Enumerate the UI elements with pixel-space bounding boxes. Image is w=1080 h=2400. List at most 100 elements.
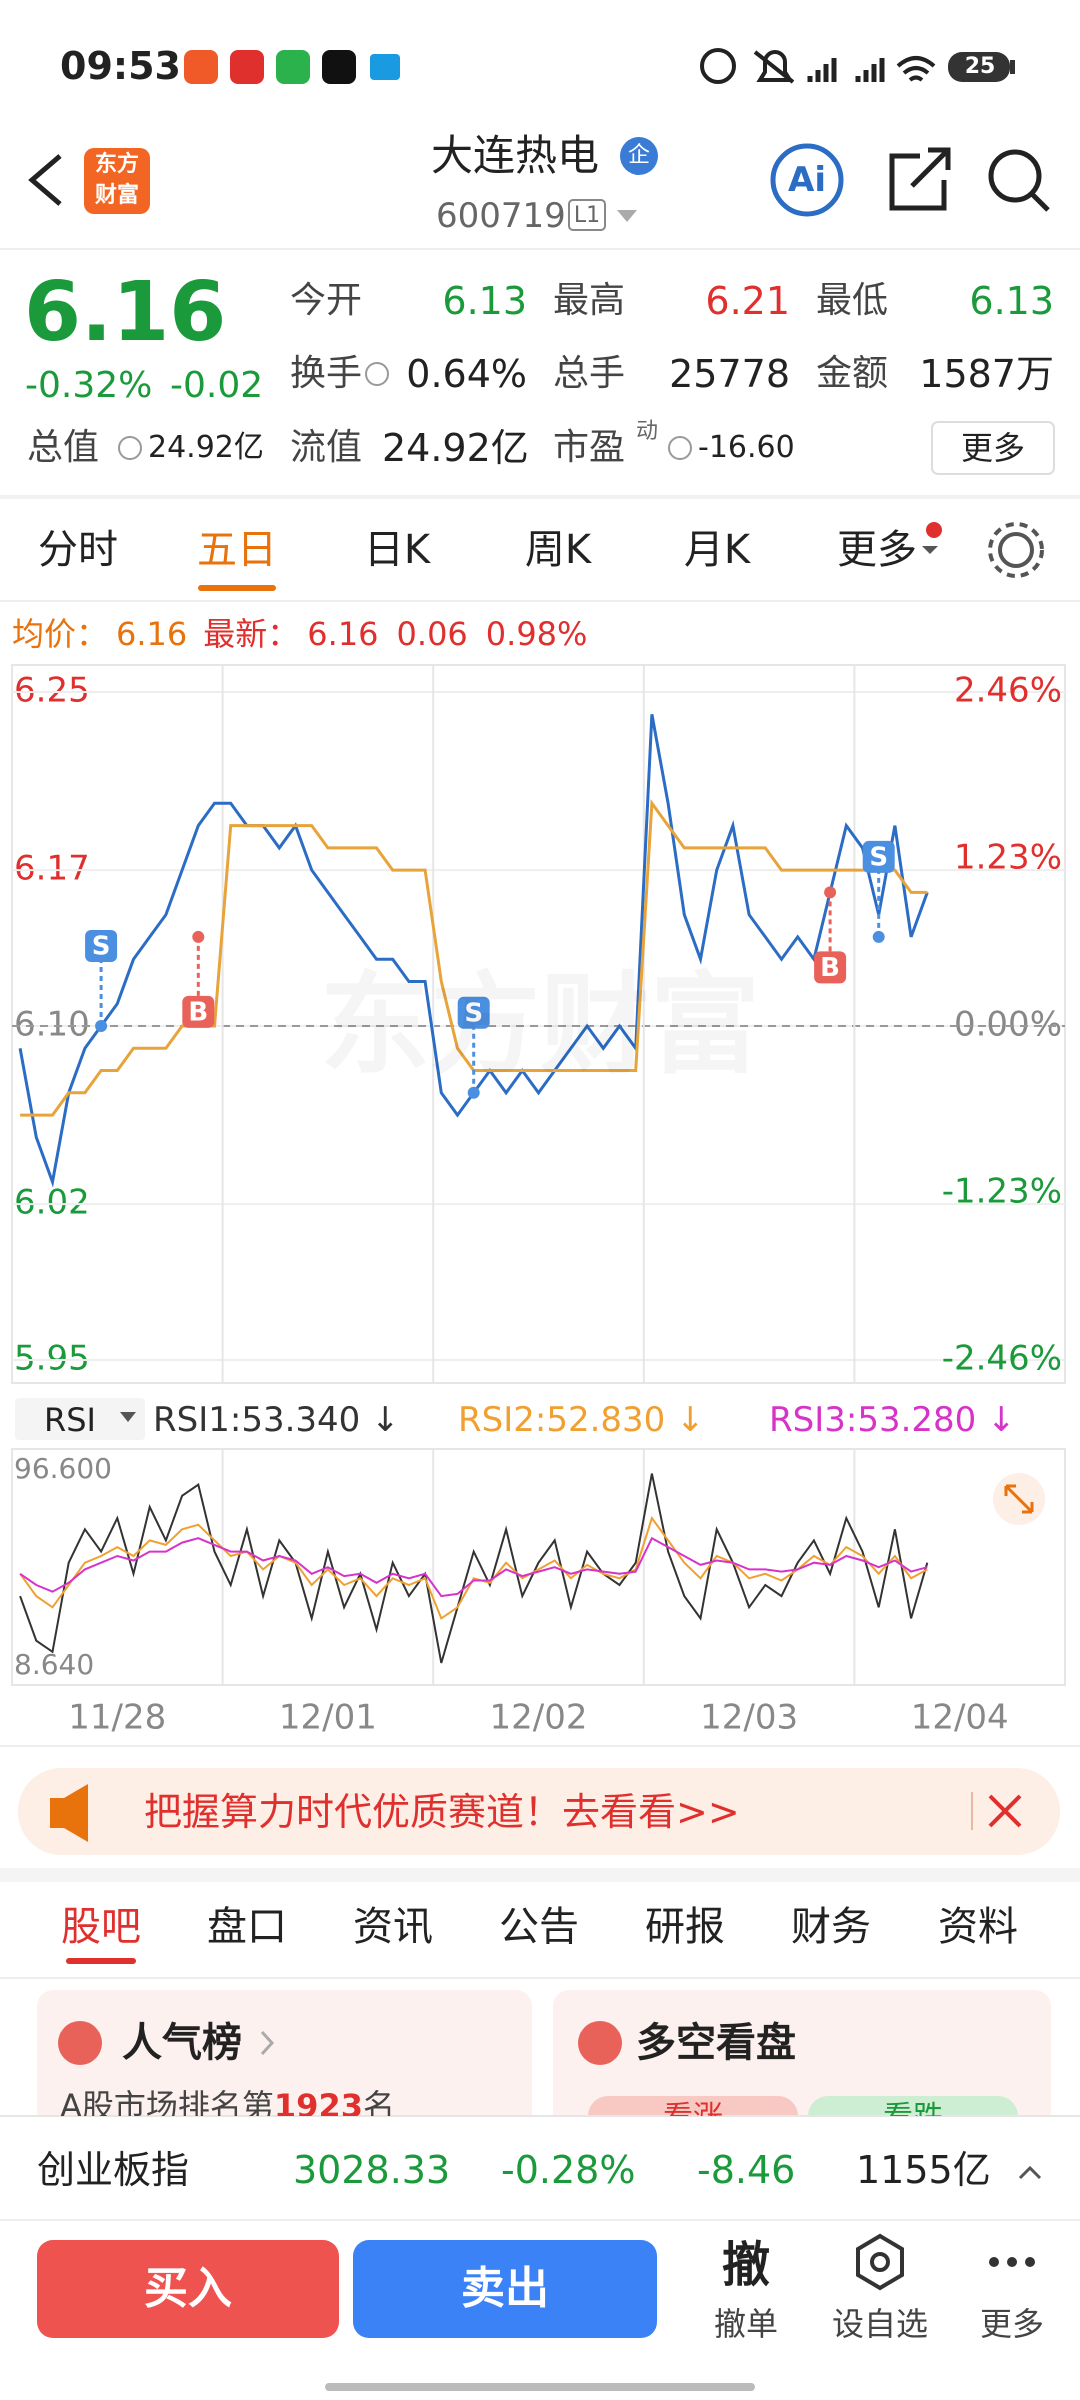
chart-tab[interactable]: 月K <box>683 527 751 573</box>
chart-tab[interactable]: 周K <box>524 527 592 573</box>
rank-text: A股市场排名第 <box>60 2087 274 2116</box>
chart-tab[interactable]: 更多 <box>837 527 917 573</box>
ai-label[interactable]: Ai <box>788 160 826 200</box>
y2-tick-label: -1.23% <box>942 1172 1062 1212</box>
cancel-label[interactable]: 撤单 <box>713 2305 779 2343</box>
more-label[interactable]: 更多 <box>979 2305 1045 2343</box>
section-tab[interactable]: 公告 <box>499 1904 579 1950</box>
search-icon[interactable] <box>988 149 1042 203</box>
app-icon <box>276 50 310 84</box>
watch-icon[interactable] <box>856 2233 904 2291</box>
rsi-label: RSI1:53.340 ↓ <box>153 1400 400 1440</box>
latest: 6.16 <box>307 615 379 653</box>
share-icon[interactable] <box>889 147 951 211</box>
change: -0.02 <box>170 365 264 406</box>
back-icon[interactable] <box>28 154 62 206</box>
badge-circle <box>620 137 658 175</box>
section-tab[interactable]: 财务 <box>791 1904 871 1950</box>
x-tick-label: 11/28 <box>68 1698 166 1738</box>
series-line <box>18 714 929 1188</box>
watch-label[interactable]: 设自选 <box>831 2305 929 2343</box>
section-tab[interactable]: 股吧 <box>61 1904 141 1950</box>
field-label: 最低 <box>816 280 889 321</box>
rsi-label: RSI2:52.830 ↓ <box>458 1400 705 1440</box>
price: 6.16 <box>24 265 227 360</box>
signal-icon <box>807 58 885 82</box>
rsi-selector[interactable] <box>15 1398 145 1440</box>
y2-tick-label: 1.23% <box>954 838 1062 878</box>
section-tab[interactable]: 资料 <box>938 1904 1018 1950</box>
rank-suffix: 名 <box>362 2087 395 2116</box>
marker-box <box>85 930 118 962</box>
section-tab[interactable]: 资讯 <box>353 1904 433 1950</box>
up-label: 看涨 <box>663 2103 723 2117</box>
indicator-selector[interactable]: RSI <box>44 1401 96 1439</box>
home-indicator <box>325 2383 755 2391</box>
more-dot[interactable] <box>989 2257 999 2267</box>
info-icon <box>668 436 692 460</box>
info-dot <box>118 436 142 460</box>
chart-tab[interactable]: 分时 <box>38 527 118 573</box>
buy-button[interactable] <box>37 2240 339 2338</box>
marker-label: B <box>820 953 840 983</box>
marker-label: S <box>464 998 483 1028</box>
change: 0.06 <box>396 615 468 653</box>
expand-icon <box>1004 1484 1034 1514</box>
card[interactable] <box>37 1990 532 2140</box>
caret[interactable] <box>1018 2165 1042 2180</box>
more-label[interactable]: 更多 <box>960 429 1026 467</box>
cards-clip: 人气榜 A股市场排名第1923名 多空看盘 看涨 看跌 <box>0 1986 1080 2116</box>
chevron <box>260 2030 275 2056</box>
y-tick-label: 6.17 <box>14 849 90 889</box>
field-label: 总手 <box>553 353 626 394</box>
more-button[interactable] <box>931 421 1055 475</box>
series-line <box>19 1473 929 1664</box>
info-dot <box>668 436 692 460</box>
series-line <box>19 1536 928 1598</box>
index-change: -8.46 <box>697 2148 796 2192</box>
chart-tab[interactable]: 日K <box>363 527 431 573</box>
avg-label: 均价： <box>12 615 109 653</box>
caret <box>120 1412 136 1422</box>
field-label: 总值 <box>27 427 100 468</box>
card-icon <box>58 2021 102 2065</box>
y-tick-label: 5.95 <box>14 1339 90 1379</box>
cancel-icon[interactable]: 撤 <box>721 2237 771 2293</box>
series-line <box>19 1515 928 1620</box>
divider <box>0 1868 1080 1882</box>
ai-icon[interactable] <box>770 143 844 217</box>
card-icon <box>578 2021 622 2065</box>
level: L1 <box>573 203 601 228</box>
more-dot <box>1007 2257 1017 2267</box>
field-sup: 动 <box>636 419 659 444</box>
close-icon[interactable] <box>988 1794 1022 1828</box>
sell-label[interactable]: 卖出 <box>461 2263 549 2314</box>
dropdown-icon <box>617 210 637 222</box>
card-text: A股市场排名第1923名 <box>60 2090 395 2116</box>
buy-label[interactable]: 买入 <box>144 2263 232 2314</box>
section-tab[interactable]: 盘口 <box>207 1904 287 1950</box>
y-tick-label: 6.10 <box>14 1005 90 1045</box>
banner-text[interactable]: 把握算力时代优质赛道！去看看>> <box>144 1790 740 1834</box>
chart-tab[interactable]: 五日 <box>197 527 277 573</box>
section-tab[interactable]: 研报 <box>645 1904 725 1950</box>
banner[interactable] <box>18 1768 1060 1855</box>
field-value: 0.64% <box>406 352 527 396</box>
app-icon <box>184 50 218 84</box>
sell-button[interactable] <box>353 2240 657 2338</box>
logo <box>84 148 150 214</box>
marker-dot <box>192 930 205 943</box>
field-value: 1587万 <box>919 352 1054 396</box>
field-value: 24.92亿 <box>148 430 264 465</box>
marker-dot <box>824 886 837 899</box>
settings-icon[interactable] <box>998 532 1034 568</box>
y2-tick-label: -2.46% <box>942 1339 1062 1379</box>
badge: 企 <box>627 143 651 168</box>
marker-dot <box>872 930 885 943</box>
index-change-pct: -0.28% <box>501 2148 636 2192</box>
field-value: 6.13 <box>969 279 1054 323</box>
stock-code: 600719 <box>436 196 566 236</box>
change-pct: -0.32% <box>25 365 153 406</box>
more-dot <box>1025 2257 1035 2267</box>
